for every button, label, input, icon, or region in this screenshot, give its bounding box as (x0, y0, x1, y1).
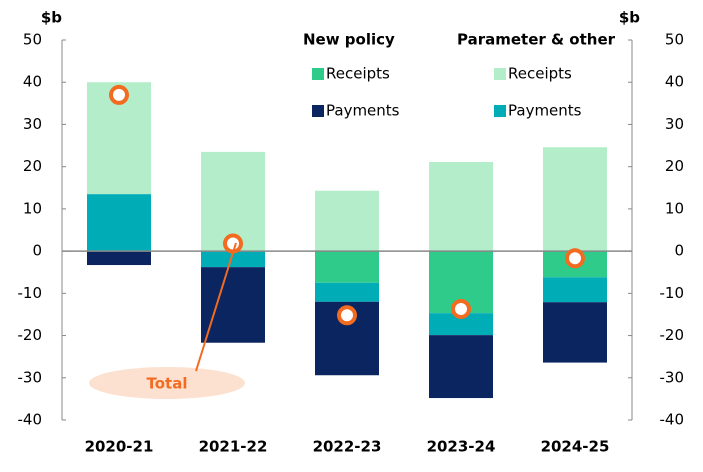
annotation-pointer (195, 242, 237, 372)
bar (429, 313, 493, 336)
y-tick-label: -40 (18, 411, 43, 429)
y-tick-label: 10 (23, 199, 42, 217)
annotation-bubble (89, 367, 245, 399)
y2-tick-label: -20 (660, 326, 685, 344)
y2-tick-label: -10 (660, 284, 685, 302)
bar (87, 251, 151, 266)
x-tick-label: 2024-25 (541, 438, 610, 456)
y2-tick-label: -30 (660, 368, 685, 386)
y-tick-label: -10 (18, 284, 43, 302)
bar (543, 147, 607, 252)
bar (315, 251, 379, 283)
legend-label: Payments (508, 102, 582, 120)
y2-tick-label: 20 (665, 157, 684, 175)
total-marker (451, 298, 471, 319)
bar (429, 335, 493, 399)
y2-tick-label: 50 (665, 31, 684, 49)
plot: -40 -30 -20 -10 0 10 20 30 40 50 -40 -30 -20 -10 0 10 20… (18, 31, 685, 456)
y2-tick-label: 30 (665, 115, 684, 133)
bar (543, 277, 607, 303)
legend-swatch (312, 68, 324, 80)
x-tick-label: 2023-24 (427, 438, 496, 456)
y-tick-label: -20 (18, 326, 43, 344)
bar (429, 162, 493, 252)
legend-swatch (312, 105, 324, 117)
legend-swatch (494, 105, 506, 117)
y-tick-label: 50 (23, 31, 42, 49)
bar (201, 251, 265, 268)
total-marker (337, 305, 357, 326)
y2-axis-label: $b (619, 9, 640, 27)
legend-label: Receipts (326, 65, 390, 83)
x-tick-label: 2022-23 (313, 438, 382, 456)
y-tick-label: 0 (32, 242, 42, 260)
y-axis-label: $b (41, 9, 62, 27)
y2-tick-label: -40 (660, 411, 685, 429)
legend-swatch (494, 68, 506, 80)
total-marker (223, 233, 243, 254)
annotation: Total (147, 375, 188, 393)
y2-tick-label: 10 (665, 199, 684, 217)
bar (87, 194, 151, 252)
bar (201, 267, 265, 343)
legend-heading: Parameter & other (457, 31, 616, 49)
y-tick-label: 20 (23, 157, 42, 175)
legend-label: Receipts (508, 65, 572, 83)
y-tick-label: -30 (18, 368, 43, 386)
x-tick-label: 2021-22 (199, 438, 268, 456)
total-marker (565, 248, 585, 269)
y-tick-label: 40 (23, 73, 42, 91)
legend-label: Payments (326, 102, 400, 120)
x-tick-label: 2020-21 (85, 438, 154, 456)
total-marker (109, 84, 129, 105)
legend-heading: New policy (303, 31, 395, 49)
y2-tick-label: 40 (665, 73, 684, 91)
bar (315, 282, 379, 302)
y2-tick-label: 0 (674, 242, 684, 260)
bar (543, 302, 607, 363)
bar (315, 190, 379, 252)
y-tick-label: 30 (23, 115, 42, 133)
